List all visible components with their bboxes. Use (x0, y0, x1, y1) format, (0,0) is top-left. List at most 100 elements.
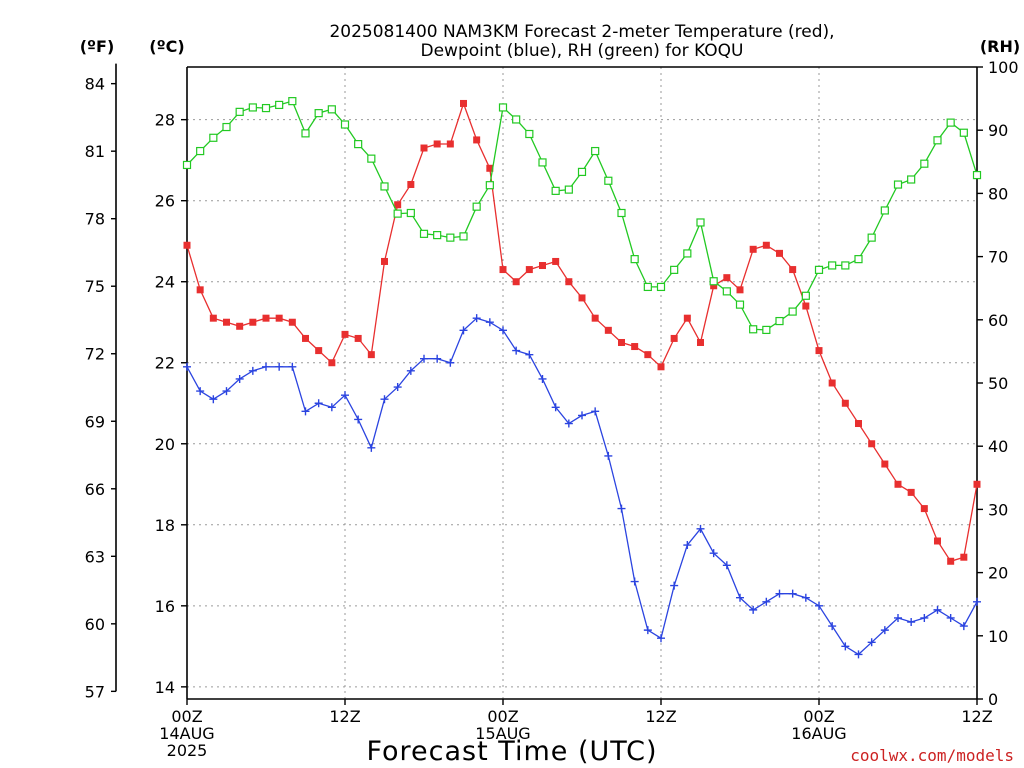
rh-point (604, 176, 613, 185)
fahrenheit-tick-label: 57 (85, 682, 105, 701)
temperature-point (749, 245, 757, 253)
temperature-point (841, 399, 849, 407)
dewpoint-point (828, 622, 837, 631)
dewpoint-point (367, 443, 376, 452)
temperature-point (499, 266, 507, 274)
temperature-point (249, 318, 257, 326)
rh-tick-label: 70 (988, 248, 1008, 267)
temperature-point (960, 553, 968, 561)
rh-point (735, 300, 745, 309)
temperature-point (473, 136, 481, 144)
rh-point (946, 118, 955, 127)
axes (111, 63, 983, 705)
rh-point (498, 103, 508, 112)
rh-point (959, 128, 968, 137)
dewpoint-markers (183, 314, 981, 659)
temperature-point (683, 314, 691, 322)
dewpoint-point (433, 354, 442, 363)
temperature-point (736, 286, 744, 294)
rh-point (722, 287, 731, 296)
temperature-point (328, 359, 336, 367)
temperature-point (762, 241, 770, 249)
dewpoint-point (406, 366, 415, 375)
rh-tick-label: 40 (988, 437, 1008, 456)
series-lines (182, 97, 982, 659)
dewpoint-point (815, 601, 823, 610)
rh-point (314, 109, 323, 118)
rh-point (367, 154, 376, 163)
temperature-point (407, 180, 415, 188)
celsius-tick-label: 18 (155, 516, 175, 535)
rh-point (670, 265, 679, 274)
rh-point (814, 265, 824, 274)
rh-tick-label: 80 (988, 184, 1008, 203)
temperature-point (367, 351, 375, 359)
dewpoint-point (854, 650, 863, 659)
dewpoint-point (894, 613, 902, 622)
rh-point (880, 206, 889, 215)
rh-point (696, 218, 705, 227)
dewpoint-point (420, 354, 428, 363)
temperature-point (631, 343, 639, 351)
dewpoint-point (248, 366, 257, 375)
temperature-point (433, 140, 441, 148)
rh-point (512, 115, 521, 124)
rh-point (683, 249, 692, 258)
rh-point (248, 103, 257, 112)
dewpoint-point (380, 395, 389, 404)
dewpoint-point (354, 415, 363, 424)
temperature-point (920, 505, 928, 513)
rh-tick-label: 0 (988, 690, 998, 709)
dewpoint-point (630, 577, 639, 586)
rh-point (196, 146, 205, 156)
temperature-point (183, 241, 191, 249)
dewpoint-point (801, 593, 810, 602)
temperature-point (934, 537, 941, 545)
dewpoint-point (472, 314, 481, 323)
x-tick-label: 16AUG (791, 724, 846, 743)
rh-point (459, 232, 468, 241)
rh-point (643, 282, 652, 292)
temperature-point (710, 282, 718, 290)
rh-point (893, 180, 903, 189)
rh-point (709, 277, 718, 286)
temperature-point (262, 314, 270, 322)
rh-point (301, 129, 310, 138)
temperature-point (486, 164, 494, 172)
dewpoint-point (564, 419, 573, 428)
temperature-point (723, 274, 731, 282)
temperature-point (868, 440, 876, 448)
temperature-point (644, 351, 652, 359)
temperature-point (578, 294, 586, 302)
rh-point (551, 186, 560, 195)
celsius-tick-label: 14 (155, 678, 175, 697)
celsius-axis-unit: (ºC) (149, 37, 184, 56)
temperature-point (618, 338, 625, 346)
dewpoint-point (775, 589, 784, 598)
dewpoint-point (525, 350, 534, 359)
dewpoint-point (657, 634, 665, 643)
rh-point (920, 159, 929, 168)
dewpoint-point (617, 504, 626, 513)
dewpoint-point (722, 561, 731, 570)
fahrenheit-tick-label: 63 (85, 547, 105, 566)
rh-point (222, 122, 231, 132)
chart-title-line2: Dewpoint (blue), RH (green) for KOQU (421, 41, 744, 61)
rh-tick-label: 30 (988, 500, 1008, 519)
temperature-point (657, 363, 665, 371)
celsius-tick-label: 26 (155, 192, 175, 211)
temperature-point (394, 201, 402, 209)
dewpoint-point (907, 618, 916, 627)
rh-point (762, 325, 771, 335)
x-tick-label: 12Z (645, 707, 676, 726)
rh-tick-label: 60 (988, 311, 1008, 330)
dewpoint-point (235, 374, 244, 383)
temperature-point (776, 249, 783, 257)
temperature-point (302, 334, 309, 342)
temperature-point (789, 266, 797, 274)
temperature-point (802, 302, 810, 310)
dewpoint-point (485, 318, 494, 327)
dewpoint-point (538, 374, 547, 383)
dewpoint-point (314, 399, 323, 408)
rh-point (525, 129, 534, 139)
